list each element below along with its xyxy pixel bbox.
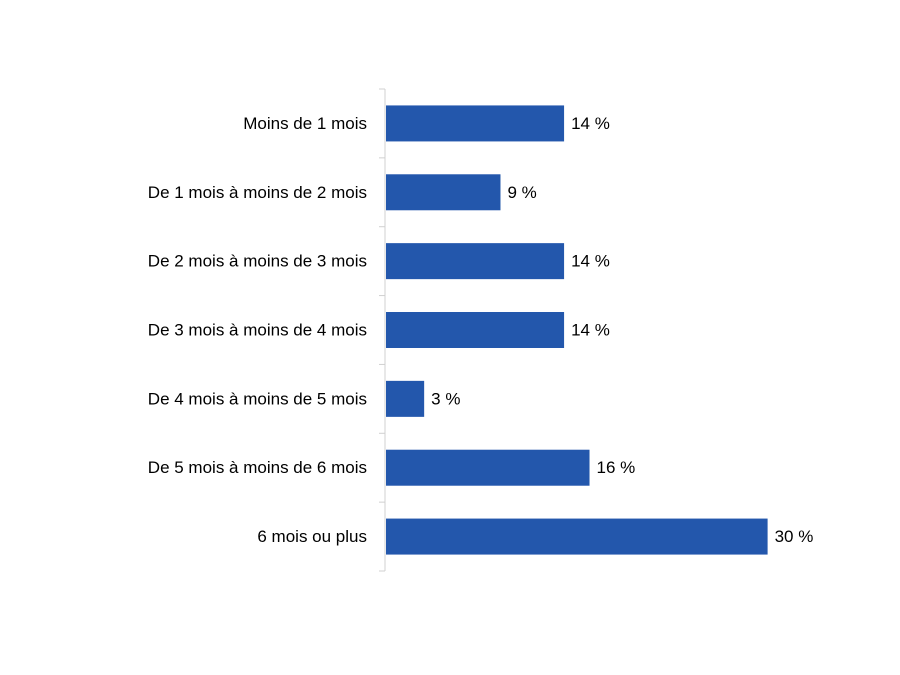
bar: [386, 449, 590, 486]
category-label: 6 mois ou plus: [257, 527, 367, 546]
value-labels: 14 % 9 % 14 % 14 % 3 % 16 % 30 %: [431, 114, 813, 546]
data-label: 30 %: [775, 527, 814, 546]
category-labels: Moins de 1 mois De 1 mois à moins de 2 mo…: [148, 114, 367, 546]
category-label: De 1 mois à moins de 2 mois: [148, 183, 367, 202]
category-label: De 4 mois à moins de 5 mois: [148, 389, 367, 408]
data-label: 3 %: [431, 389, 460, 408]
category-label: Moins de 1 mois: [243, 114, 367, 133]
data-label: 14 %: [571, 114, 610, 133]
bar: [386, 243, 565, 280]
bars: [386, 105, 768, 555]
data-label: 14 %: [571, 321, 610, 340]
data-label: 16 %: [597, 458, 636, 477]
category-label: De 3 mois à moins de 4 mois: [148, 321, 367, 340]
bar: [386, 105, 565, 142]
category-label: De 5 mois à moins de 6 mois: [148, 458, 367, 477]
y-axis: [379, 88, 386, 572]
bar: [386, 518, 768, 555]
bar: [386, 380, 425, 417]
data-label: 14 %: [571, 252, 610, 271]
category-label: De 2 mois à moins de 3 mois: [148, 252, 367, 271]
bar: [386, 174, 501, 211]
data-label: 9 %: [507, 183, 536, 202]
bar: [386, 312, 565, 348]
